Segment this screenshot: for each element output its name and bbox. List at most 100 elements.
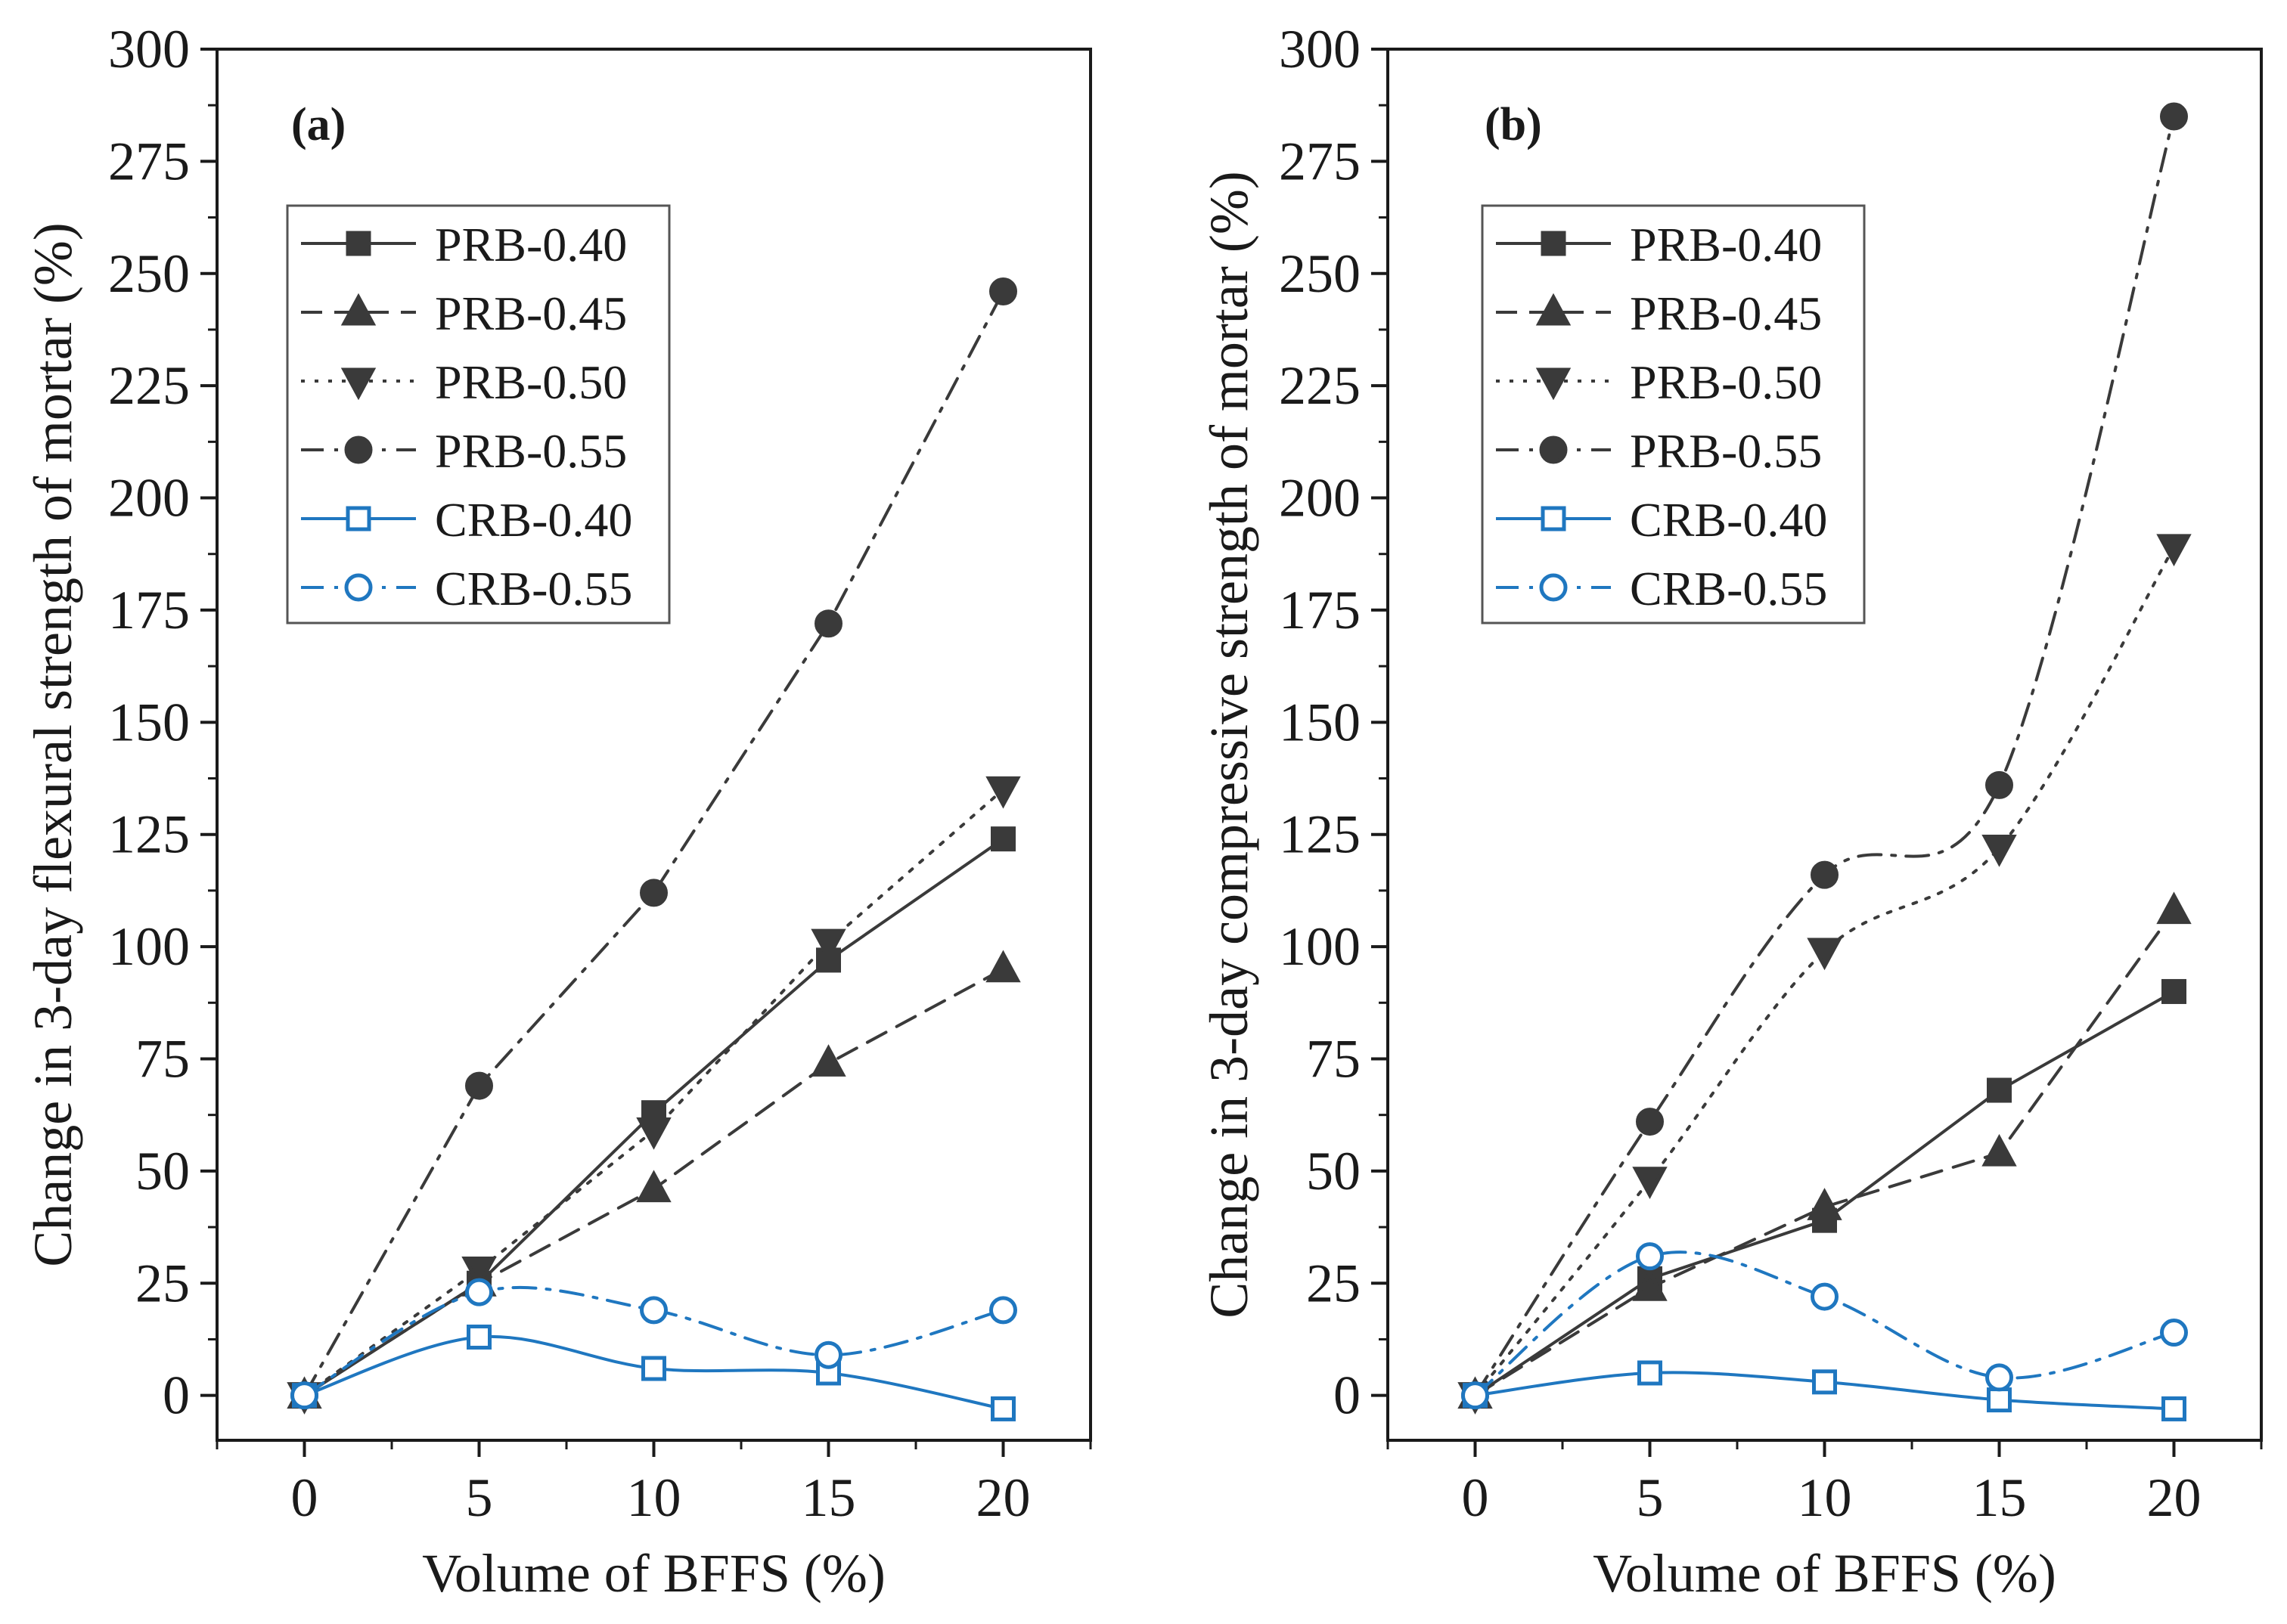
panel-b-point-prb-050-1: [1632, 1167, 1668, 1199]
panel-b-point-prb-055-3: [1985, 770, 2013, 799]
panel-a-legend-marker-4: [346, 506, 371, 532]
panel-a-y-tick-label: 50: [135, 1141, 190, 1201]
panel-a-x-tick-label: 20: [976, 1467, 1031, 1528]
panel-a-point-crb-040-1: [467, 1324, 492, 1350]
panel-a-legend-label-1: PRB-0.45: [435, 287, 627, 340]
panel-a-y-tick-label: 275: [108, 131, 190, 191]
panel-b-x-tick-label: 10: [1798, 1467, 1852, 1528]
panel-a-point-prb-055-2: [640, 879, 668, 907]
panel-b-y-tick-label: 300: [1279, 19, 1361, 79]
panel-a-x-tick-label: 10: [627, 1467, 681, 1528]
panel-a-point-crb-040-4: [991, 1396, 1016, 1421]
panel-a-legend-label-0: PRB-0.40: [435, 218, 627, 271]
panel-a-point-prb-055-1: [465, 1071, 493, 1100]
panel-b-series-line-prb-045: [1473, 909, 2176, 1397]
panel-b-legend-label-1: PRB-0.45: [1630, 287, 1822, 340]
panel-a-point-prb-045-2: [636, 1170, 672, 1203]
panel-a-legend-label-5: CRB-0.55: [435, 562, 632, 615]
panel-a-y-tick-label: 75: [135, 1028, 190, 1089]
panel-a-x-tick-label: 0: [291, 1467, 318, 1528]
panel-b-y-tick-label: 75: [1306, 1028, 1361, 1089]
panel-a-point-prb-050-3: [811, 928, 846, 962]
panel-a-legend-marker-0: [346, 231, 371, 256]
panel-b: (b) 0 25 50 75 100 125 150 175 200 225 250 275 300 0 5…: [1199, 19, 2263, 1604]
panel-b-point-crb-040-3: [1987, 1387, 2012, 1413]
panel-a-x-axis-title: Volume of BFFS (%): [422, 1543, 886, 1604]
panel-b-legend-marker-2: [1535, 367, 1572, 401]
panel-b-legend-marker-0: [1541, 231, 1566, 256]
panel-a-y-tick-label: 150: [108, 692, 190, 752]
panel-b-point-prb-055-1: [1636, 1108, 1664, 1136]
panel-a-legend-box: [286, 204, 671, 624]
panel-b-legend-label-3: PRB-0.55: [1630, 424, 1822, 478]
panel-b-legend-label-0: PRB-0.40: [1630, 218, 1822, 271]
panel-b-point-prb-050-4: [2156, 534, 2192, 567]
panel-a-point-crb-055-0: [290, 1381, 318, 1410]
panel-a-point-prb-045-4: [985, 950, 1021, 983]
panel-a-legend-label-3: PRB-0.55: [435, 424, 627, 478]
panel-a-point-prb-050-4: [985, 776, 1021, 809]
panel-b-x-tick-label: 0: [1462, 1467, 1489, 1528]
panel-a-point-prb-050-1: [461, 1256, 497, 1289]
panel-b-point-crb-040-2: [1812, 1369, 1837, 1395]
panel-a-x-tick-label: 5: [466, 1467, 493, 1528]
panel-a-point-crb-055-1: [465, 1278, 493, 1306]
panel-b-y-tick-label: 200: [1279, 468, 1361, 528]
panel-a-point-prb-055-4: [989, 277, 1017, 306]
panel-a-series-line-prb-055: [303, 290, 1005, 1397]
panel-b-point-crb-055-4: [2160, 1319, 2188, 1347]
panel-b-legend-marker-3: [1539, 435, 1568, 464]
panel-a-y-axis-title: Change in 3-day flexural strength of mor…: [23, 222, 83, 1267]
panel-a-y-tick-label: 300: [108, 19, 190, 79]
panel-b-point-crb-040-1: [1637, 1360, 1662, 1386]
panel-a-y-tick-label: 175: [108, 580, 190, 640]
panel-b-y-tick-label: 275: [1279, 131, 1361, 191]
panel-b-point-prb-045-2: [1807, 1188, 1842, 1220]
panel-b-point-prb-055-2: [1811, 860, 1839, 889]
panel-b-legend-marker-1: [1535, 293, 1572, 326]
panel-a-legend-marker-2: [340, 367, 377, 401]
panel-b-y-tick-label: 100: [1279, 916, 1361, 977]
panel-b-point-prb-050-2: [1807, 938, 1842, 971]
panel-b-label: (b): [1485, 99, 1542, 150]
panel-b-y-axis-title: Change in 3-day compressive strength of …: [1199, 171, 1259, 1319]
panel-b-y-tick-label: 0: [1333, 1365, 1361, 1426]
panel-b-point-crb-055-2: [1811, 1282, 1839, 1311]
panel-a-y-tick-label: 125: [108, 804, 190, 865]
panel-a-legend-label-2: PRB-0.50: [435, 355, 627, 409]
panel-a-y-tick-label: 25: [135, 1253, 190, 1313]
panel-b-point-prb-050-3: [1981, 835, 2017, 867]
panel-a-y-tick-label: 200: [108, 468, 190, 528]
panel-b-point-prb-040-3: [1987, 1077, 2012, 1103]
panel-a-legend-marker-3: [344, 435, 373, 464]
panel-a-point-crb-055-3: [815, 1340, 842, 1369]
panel-b-point-crb-040-4: [2161, 1396, 2186, 1421]
panel-a-point-prb-050-2: [636, 1117, 672, 1150]
panel-b-point-crb-055-3: [1985, 1363, 2013, 1392]
panel-b-legend-marker-5: [1539, 573, 1568, 602]
panel-a-point-prb-040-4: [991, 826, 1016, 852]
panel-b-point-prb-045-4: [2156, 891, 2192, 925]
panel-b-point-crb-055-0: [1461, 1381, 1489, 1410]
panel-a-y-tick-label: 0: [163, 1365, 190, 1426]
panel-b-series-line-prb-055: [1473, 115, 2176, 1397]
panel-b-y-tick-label: 150: [1279, 692, 1361, 752]
panel-a-y-tick-label: 100: [108, 916, 190, 977]
panel-a-point-prb-055-3: [815, 609, 842, 638]
panel-b-y-tick-label: 125: [1279, 804, 1361, 865]
panel-a-y-tick-label: 250: [108, 243, 190, 304]
panel-b-point-prb-045-3: [1981, 1133, 2017, 1167]
panel-b-x-axis-title: Volume of BFFS (%): [1593, 1543, 2056, 1604]
panel-a-legend-marker-1: [340, 293, 377, 326]
panel-b-series-line-prb-050: [1473, 545, 2176, 1397]
panel-b-series-line-crb-055: [1473, 1251, 2176, 1397]
panel-b-x-tick-label: 15: [1972, 1467, 2027, 1528]
panel-a-point-crb-055-4: [989, 1296, 1017, 1325]
panel-a-x-tick-label: 15: [802, 1467, 856, 1528]
panel-b-y-tick-label: 250: [1279, 243, 1361, 304]
panel-b-y-tick-label: 225: [1279, 355, 1361, 416]
panel-a-legend-label-4: CRB-0.40: [435, 493, 632, 547]
panel-b-point-prb-055-4: [2160, 102, 2188, 131]
panel-b-y-tick-label: 175: [1279, 580, 1361, 640]
